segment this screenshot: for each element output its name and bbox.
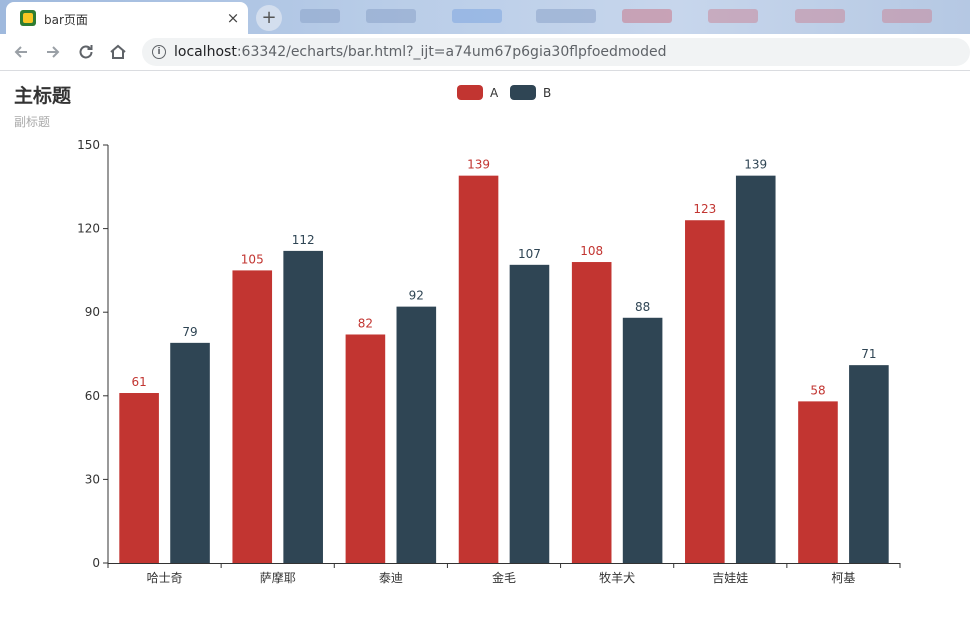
bar-series-b [735, 175, 776, 564]
tab-title: bar页面 [44, 13, 88, 27]
y-tick-label: 90 [85, 305, 100, 319]
bar-series-b [622, 317, 663, 563]
reload-icon[interactable] [75, 41, 97, 63]
bar-series-a [119, 393, 159, 563]
data-label-series-a: 139 [467, 158, 490, 172]
y-tick-label: 150 [77, 138, 100, 152]
bar-series-b [170, 342, 210, 563]
x-tick-label: 泰迪 [379, 571, 403, 585]
data-label-series-b: 139 [744, 158, 767, 172]
back-arrow-icon[interactable] [10, 41, 32, 63]
bar-series-a [685, 220, 725, 564]
x-tick-label: 金毛 [492, 570, 516, 585]
browser-tab-strip: bar页面 × + [0, 0, 970, 34]
y-tick-label: 0 [92, 556, 100, 570]
browser-toolbar: i localhost:63342/echarts/bar.html?_ijt=… [0, 34, 970, 71]
address-bar[interactable]: i localhost:63342/echarts/bar.html?_ijt=… [142, 38, 970, 66]
bar-series-a [345, 334, 386, 563]
data-label-series-a: 61 [131, 375, 146, 389]
data-label-series-b: 92 [409, 289, 424, 303]
forward-arrow-icon[interactable] [42, 41, 64, 63]
legend-label-b: B [543, 86, 551, 100]
legend-swatch-b [510, 85, 536, 100]
bar-series-a [571, 262, 612, 563]
x-tick-label: 牧羊犬 [599, 570, 635, 585]
background-tab[interactable] [882, 9, 932, 23]
background-tab[interactable] [536, 9, 596, 23]
data-label-series-b: 71 [861, 347, 876, 361]
bar-series-b [283, 250, 323, 564]
bar-series-a [798, 401, 838, 563]
data-label-series-b: 112 [292, 233, 315, 247]
bar-series-a [458, 175, 499, 564]
app-favicon-icon [20, 10, 36, 26]
y-tick-label: 30 [85, 472, 100, 486]
background-tab[interactable] [366, 9, 416, 23]
data-label-series-a: 82 [358, 316, 373, 330]
bar-series-b [849, 365, 889, 563]
data-label-series-a: 58 [810, 383, 825, 397]
background-tab[interactable] [452, 9, 502, 23]
chart-title: 主标题 [14, 85, 72, 107]
legend-swatch-a [457, 85, 483, 100]
bar-series-b [509, 264, 550, 563]
background-tab[interactable] [300, 9, 340, 23]
close-icon[interactable]: × [226, 9, 240, 27]
info-icon[interactable]: i [152, 45, 166, 59]
x-tick-label: 哈士奇 [147, 571, 183, 585]
data-label-series-b: 107 [518, 247, 541, 261]
y-tick-label: 120 [77, 222, 100, 236]
background-tab[interactable] [708, 9, 758, 23]
data-label-series-a: 123 [693, 202, 716, 216]
y-tick-label: 60 [85, 389, 100, 403]
bar-series-b [396, 306, 437, 563]
bar-series-a [232, 270, 273, 563]
background-tab[interactable] [795, 9, 845, 23]
data-label-series-b: 79 [182, 325, 197, 339]
x-tick-label: 柯基 [831, 571, 855, 585]
x-tick-label: 吉娃娃 [712, 571, 748, 585]
home-icon[interactable] [107, 41, 129, 63]
data-label-series-a: 105 [241, 252, 264, 266]
legend-label-a: A [490, 86, 499, 100]
chart-subtitle: 副标题 [14, 115, 51, 129]
url-text: localhost:63342/echarts/bar.html?_ijt=a7… [174, 44, 667, 60]
background-tab[interactable] [622, 9, 672, 23]
data-label-series-b: 88 [635, 300, 650, 314]
plus-icon[interactable]: + [256, 5, 282, 31]
x-tick-label: 萨摩耶 [260, 570, 296, 585]
data-label-series-a: 108 [580, 244, 603, 258]
active-tab[interactable]: bar页面 × [6, 2, 248, 34]
